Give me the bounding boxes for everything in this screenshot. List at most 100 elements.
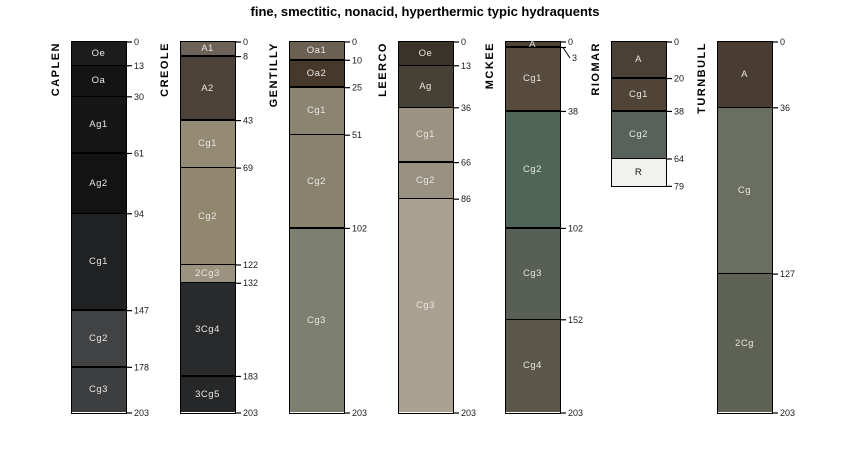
depth-tick-label: 38 (674, 106, 684, 116)
horizon-boundary (505, 110, 560, 112)
horizon-caplen-cg3: Cg3 (71, 366, 126, 413)
profile-column-creole: A1 A2 Cg1 Cg2 2Cg3 3Cg4 3Cg5 (179, 40, 236, 414)
horizon-creole-3cg5: 3Cg5 (180, 375, 235, 413)
figure-title: fine, smectitic, nonacid, hyperthermic t… (250, 4, 600, 19)
horizon-gentilly-cg2: Cg2 (289, 134, 344, 228)
horizon-label: Cg3 (89, 384, 108, 396)
horizon-leerco-ag: Ag (398, 65, 453, 108)
depth-tick-label: 122 (243, 260, 258, 270)
horizon-label: R (634, 166, 643, 178)
depth-axis-mckee: 0 3 38 102 152 203 (561, 37, 583, 418)
depth-tick-label: 94 (134, 209, 144, 219)
depth-tick-label: 30 (134, 92, 144, 102)
depth-tick-label: 36 (461, 103, 471, 113)
depth-tick-label: 66 (461, 158, 471, 168)
horizon-label: A2 (201, 82, 214, 94)
horizon-boundary (71, 212, 126, 215)
horizon-label: Ag1 (89, 119, 108, 131)
horizon-riomar-cg1: Cg1 (611, 78, 666, 111)
horizon-creole-2cg3: 2Cg3 (180, 264, 235, 283)
horizon-boundary (505, 227, 560, 229)
horizon-boundary (289, 59, 344, 61)
horizon-gentilly-oa2: Oa2 (289, 59, 344, 88)
horizon-label: Cg2 (416, 174, 435, 186)
horizon-label: Cg3 (523, 268, 542, 280)
horizon-label: Cg2 (523, 163, 542, 175)
horizon-label: Oa1 (306, 45, 327, 57)
horizon-creole-3cg4: 3Cg4 (180, 282, 235, 376)
horizon-label: 2Cg (735, 337, 754, 349)
depth-tick-label: 0 (134, 37, 139, 47)
horizon-boundary (71, 366, 126, 368)
horizon-leerco-oe: Oe (398, 41, 453, 66)
horizon-label: Oa (91, 75, 106, 87)
depth-tick-label: 13 (461, 61, 471, 71)
horizon-label: 3Cg5 (195, 388, 220, 400)
series-label-mckee: MCKEE (484, 42, 496, 90)
horizon-boundary (71, 309, 126, 311)
depth-tick-label: 10 (352, 55, 362, 65)
depth-tick-label: 36 (780, 103, 790, 113)
horizon-label: Cg2 (198, 210, 217, 222)
depth-tick-label: 64 (674, 154, 684, 164)
depth-tick-label: 152 (568, 315, 583, 325)
horizon-creole-a1: A1 (180, 41, 235, 57)
horizon-caplen-cg1: Cg1 (71, 213, 126, 311)
series-label-gentilly: GENTILLY (268, 42, 280, 108)
depth-axis-caplen: 0 13 30 61 94 147 178 203 (127, 37, 149, 418)
horizon-turnbull-a: A (717, 41, 772, 108)
horizon-boundary (71, 95, 126, 98)
depth-tick-label: 102 (352, 223, 367, 233)
depth-tick-label: 102 (568, 223, 583, 233)
horizon-gentilly-cg1: Cg1 (289, 87, 344, 135)
horizon-label: Oa2 (306, 67, 327, 79)
depth-tick-label: 0 (352, 37, 357, 47)
series-label-creole: CREOLE (159, 42, 171, 97)
horizon-riomar-r: R (611, 158, 666, 186)
depth-tick-label: 0 (674, 37, 679, 47)
horizon-riomar-cg2: Cg2 (611, 110, 666, 159)
horizon-mckee-cg1: Cg1 (505, 46, 560, 111)
horizon-riomar-a: A (611, 41, 666, 79)
depth-tick-label: 20 (674, 74, 684, 84)
horizon-boundary (398, 64, 453, 66)
depth-axis-gentilly: 0 10 25 51 102 203 (345, 37, 367, 418)
horizon-caplen-ag1: Ag1 (71, 96, 126, 153)
depth-axis-riomar: 0 20 38 64 79 (667, 37, 684, 191)
depth-tick-label: 0 (243, 37, 248, 47)
depth-tick-label: 0 (461, 37, 466, 47)
horizon-mckee-cg3: Cg3 (505, 227, 560, 320)
horizon-mckee-a: A (505, 38, 560, 50)
horizon-boundary (505, 318, 560, 321)
horizon-label: Cg1 (523, 73, 542, 85)
horizon-label: Ag2 (89, 177, 108, 189)
profile-column-caplen: Oe Oa Ag1 Ag2 Cg1 Cg2 Cg3 (70, 40, 127, 414)
depth-tick-label: 0 (780, 37, 785, 47)
depth-tick-label: 43 (243, 116, 253, 126)
horizon-boundary (180, 281, 235, 284)
horizon-label: A (529, 38, 536, 50)
horizon-creole-cg1: Cg1 (180, 120, 235, 168)
horizon-leerco-cg1: Cg1 (398, 107, 453, 163)
horizon-caplen-oa: Oa (71, 65, 126, 97)
horizon-boundary (611, 77, 666, 79)
depth-axis-leerco: 0 13 36 66 86 203 (454, 37, 476, 418)
horizon-boundary (398, 197, 453, 200)
horizon-mckee-cg4: Cg4 (505, 319, 560, 413)
depth-tick-label: 203 (134, 408, 149, 418)
horizon-boundary (180, 375, 235, 377)
series-label-leerco: LEERCO (377, 42, 389, 97)
horizon-boundary (398, 106, 453, 109)
horizon-mckee-cg2: Cg2 (505, 110, 560, 228)
depth-tick-label: 178 (134, 362, 149, 372)
series-label-caplen: CAPLEN (50, 42, 62, 97)
horizon-label: A1 (201, 43, 214, 55)
depth-tick-label: 203 (780, 408, 795, 418)
horizon-boundary (289, 227, 344, 229)
horizon-label: Ag (419, 80, 432, 92)
horizon-label: 3Cg4 (195, 323, 220, 335)
horizon-creole-a2: A2 (180, 56, 235, 121)
horizon-label: Cg1 (198, 138, 217, 150)
horizon-leerco-cg3: Cg3 (398, 198, 453, 413)
